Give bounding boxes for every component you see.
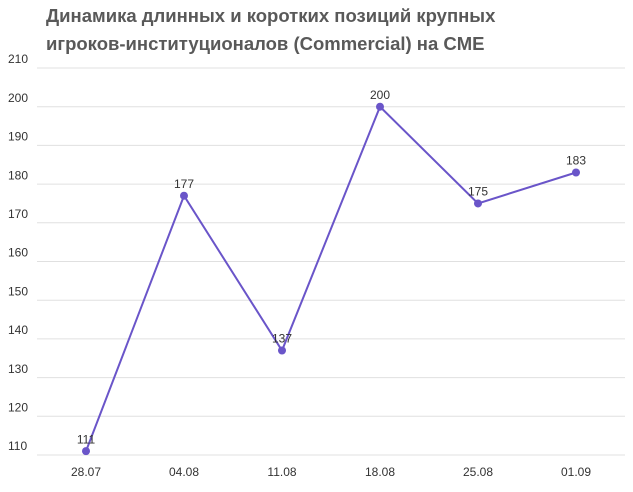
- y-tick-label: 190: [8, 130, 28, 144]
- x-tick-label: 28.07: [71, 465, 101, 479]
- data-label: 137: [272, 332, 292, 346]
- chart-title: Динамика длинных и коротких позиций круп…: [46, 5, 496, 54]
- point: [82, 447, 90, 456]
- data-label: 177: [174, 177, 194, 191]
- x-tick-label: 25.08: [463, 465, 493, 479]
- y-tick-label: 170: [8, 207, 28, 221]
- x-tick-label: 04.08: [169, 465, 199, 479]
- point: [376, 102, 384, 111]
- x-tick-label: 18.08: [365, 465, 395, 479]
- y-tick-label: 210: [8, 52, 28, 66]
- point: [278, 346, 286, 355]
- data-label: 111: [77, 432, 96, 446]
- line: [85, 104, 577, 452]
- y-tick-label: 140: [8, 323, 28, 337]
- x-tick-label: 11.08: [267, 465, 296, 479]
- x-tick-label: 01.09: [561, 465, 591, 479]
- data-label: 200: [370, 88, 390, 102]
- data-label: 183: [566, 154, 586, 168]
- point: [180, 191, 188, 200]
- y-tick-label: 160: [8, 246, 28, 260]
- y-tick-label: 110: [8, 439, 27, 453]
- y-tick-label: 130: [8, 362, 28, 376]
- y-tick-label: 180: [8, 168, 28, 182]
- data-label: 175: [468, 185, 488, 199]
- y-tick-label: 200: [8, 91, 28, 105]
- y-tick-label: 150: [8, 284, 28, 298]
- point: [572, 168, 580, 177]
- y-tick-label: 120: [8, 400, 28, 414]
- point: [474, 199, 482, 208]
